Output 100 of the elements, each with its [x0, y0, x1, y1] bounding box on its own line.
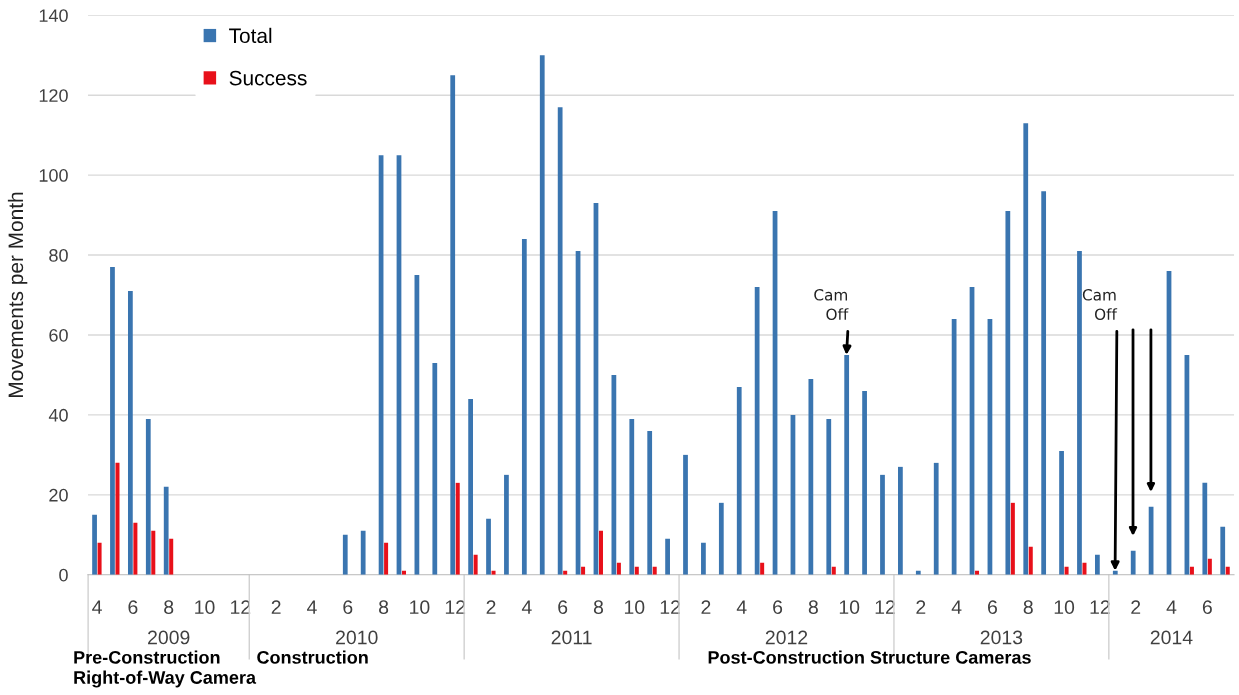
bar — [1023, 123, 1029, 575]
x-tick-label: 2 — [701, 600, 711, 614]
x-tick-label: 6 — [343, 600, 353, 615]
x-tick-label: 10 — [195, 600, 215, 615]
x-tick-label: 6 — [128, 600, 138, 615]
bar — [1207, 558, 1212, 575]
bar — [468, 398, 473, 575]
bar — [539, 55, 545, 575]
x-tick-label: 6 — [988, 600, 997, 615]
x-tick-label: 10 — [1054, 600, 1075, 615]
bar — [133, 522, 138, 575]
bar — [1077, 251, 1082, 575]
x-tick-label: 12 — [875, 600, 895, 614]
bar — [880, 474, 885, 575]
x-tick-label: 10 — [839, 600, 860, 615]
text: 2013 — [980, 630, 1023, 645]
bar — [128, 291, 133, 575]
bar — [754, 287, 760, 575]
bar — [1220, 526, 1226, 575]
x-tick-label: 2 — [271, 600, 281, 614]
text: 2009 — [148, 630, 190, 645]
bar — [862, 390, 867, 575]
bar — [1059, 450, 1064, 575]
y-tick-label: 140 — [39, 9, 68, 23]
bar — [826, 418, 832, 575]
bar — [1130, 550, 1136, 575]
bar — [808, 378, 814, 575]
bar — [1028, 546, 1033, 575]
bar — [521, 239, 527, 575]
y-tick-label: 100 — [39, 169, 68, 182]
bar — [432, 362, 438, 575]
y-tick-label: 20 — [49, 488, 68, 502]
x-tick-label: 2 — [1131, 600, 1141, 614]
legend-label: Success — [229, 70, 307, 86]
text: 2011 — [551, 630, 592, 645]
bar — [163, 486, 169, 575]
x-tick-label: 4 — [521, 600, 532, 614]
text: 2012 — [765, 630, 808, 645]
x-tick-label: 4 — [307, 600, 317, 614]
bar — [145, 418, 151, 575]
bar — [736, 386, 742, 575]
bar — [1041, 191, 1047, 575]
y-axis-title: Movements per Month — [7, 192, 28, 397]
x-tick-label: 6 — [558, 600, 568, 615]
x-tick-label: 4 — [92, 600, 102, 614]
x-tick-label: 12 — [660, 600, 680, 614]
bar — [933, 462, 939, 575]
y-tick-label: 0 — [59, 568, 68, 582]
bar — [898, 466, 903, 575]
x-tick-label: 10 — [410, 600, 430, 615]
bar — [360, 530, 366, 575]
bar — [384, 542, 389, 575]
x-tick-label: 2 — [486, 600, 496, 614]
annotation: Cam Off — [814, 289, 849, 321]
x-tick-label: 6 — [1202, 600, 1212, 615]
bar — [611, 374, 617, 575]
x-tick-label: 6 — [773, 600, 783, 615]
text: 2014 — [1150, 630, 1193, 645]
text: 2010 — [336, 630, 378, 645]
x-tick-label: 4 — [951, 600, 962, 614]
x-tick-label: 4 — [1166, 600, 1177, 614]
bar — [151, 530, 156, 575]
bar — [97, 542, 102, 575]
bar — [115, 462, 120, 575]
bar — [110, 267, 115, 575]
bar — [557, 107, 563, 575]
y-tick-label: 80 — [49, 249, 68, 262]
bar — [616, 562, 621, 575]
bar — [1010, 502, 1015, 575]
bar — [598, 530, 603, 575]
bar — [647, 430, 653, 575]
bar — [951, 319, 957, 575]
text: Pre-Construction Right-of-Way Camera — [74, 650, 257, 688]
text: Post-Construction Structure Cameras — [708, 650, 1031, 664]
bar — [450, 75, 456, 575]
x-tick-label: 2 — [916, 600, 926, 614]
y-tick-label: 40 — [48, 408, 68, 422]
bar — [473, 554, 478, 575]
bar — [1005, 211, 1011, 575]
x-tick-label: 4 — [736, 600, 747, 614]
bar — [169, 538, 174, 575]
y-tick-label: 120 — [39, 89, 68, 102]
x-tick-label: 12 — [1090, 600, 1110, 614]
bar — [665, 538, 670, 575]
x-tick-label: 12 — [445, 600, 466, 614]
x-tick-label: 8 — [593, 600, 604, 615]
x-tick-label: 8 — [1023, 600, 1033, 615]
text: Construction — [257, 650, 368, 664]
y-tick-label: 60 — [49, 328, 68, 342]
bar — [718, 502, 724, 575]
x-tick-label: 8 — [808, 600, 818, 615]
bar — [701, 542, 706, 575]
bar — [1202, 482, 1208, 575]
bar — [629, 418, 635, 575]
bar — [760, 562, 765, 575]
bar — [92, 514, 97, 575]
bar — [486, 518, 491, 575]
bar — [1095, 554, 1100, 575]
x-tick-label: 8 — [379, 600, 389, 615]
bar — [683, 454, 688, 575]
